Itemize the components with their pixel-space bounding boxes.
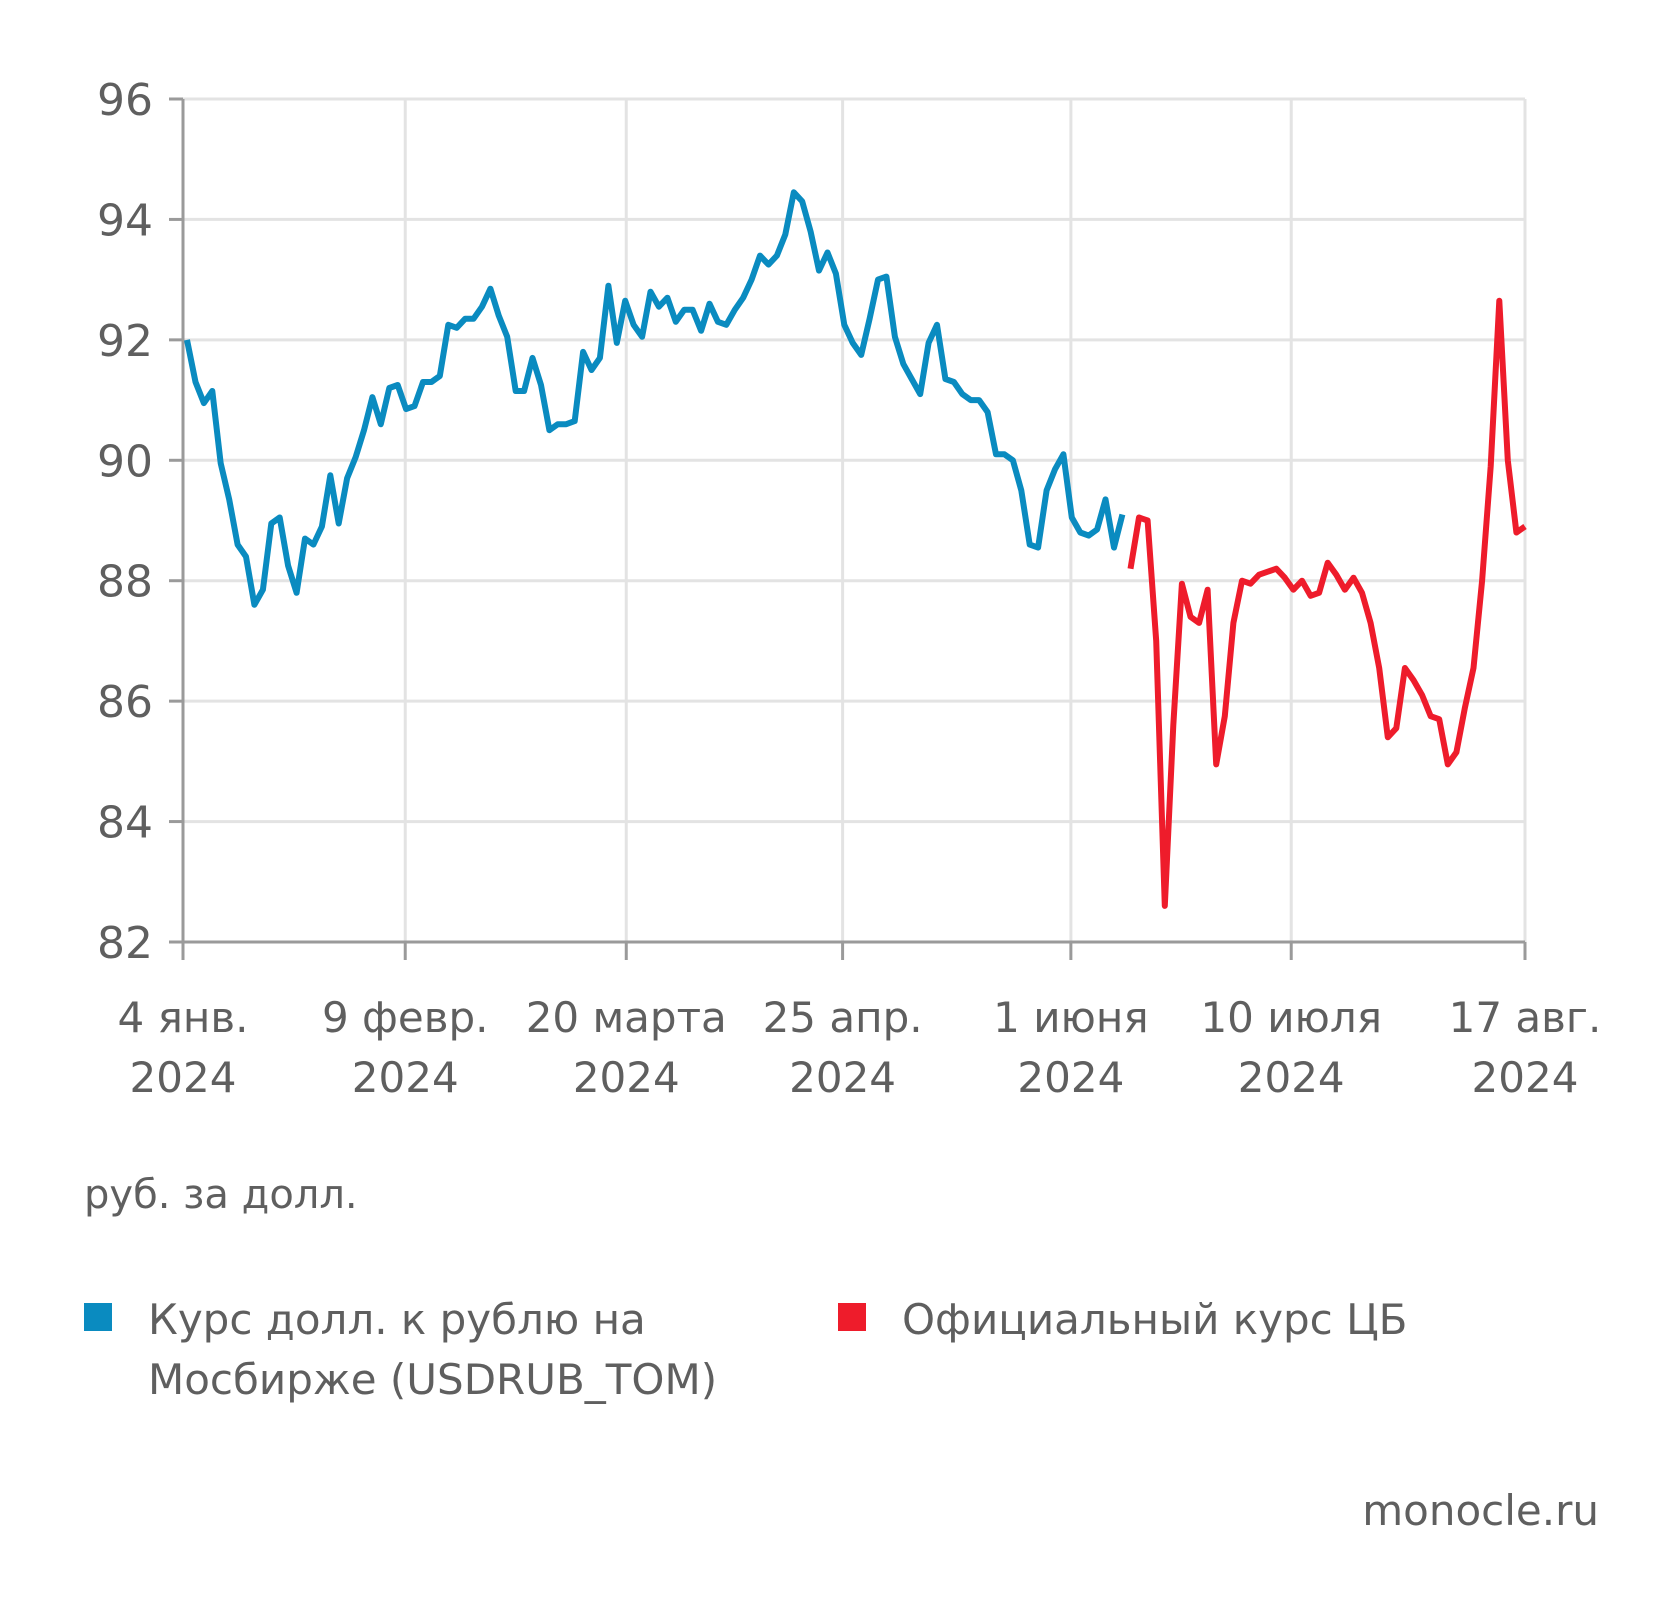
x-tick-year-label: 2024 — [352, 1053, 459, 1102]
legend-swatch-blue — [84, 1303, 112, 1331]
x-tick-label: 25 апр. — [763, 993, 923, 1042]
chart-series — [184, 189, 1527, 909]
x-tick-year-label: 2024 — [130, 1053, 237, 1102]
y-unit-label: руб. за долл. — [84, 1172, 358, 1218]
legend-label-moex: Курс долл. к рублю на Мосбирже (USDRUB_T… — [148, 1290, 717, 1410]
y-tick-label: 86 — [97, 677, 153, 728]
legend-item-moex: Курс долл. к рублю на Мосбирже (USDRUB_T… — [84, 1290, 717, 1410]
y-tick-label: 96 — [97, 75, 153, 126]
x-tick-label: 4 янв. — [118, 993, 249, 1042]
y-tick-label: 92 — [97, 316, 153, 367]
chart-grid — [183, 97, 1527, 942]
legend-label-moex-line1: Курс долл. к рублю на — [148, 1295, 646, 1344]
x-tick-label: 1 июня — [993, 993, 1148, 1042]
y-tick-label: 88 — [97, 557, 153, 608]
x-tick-label: 17 авг. — [1449, 993, 1602, 1042]
legend-label-cbr-line1: Официальный курс ЦБ — [902, 1295, 1408, 1344]
y-tick-label: 90 — [97, 436, 153, 487]
x-tick-year-label: 2024 — [789, 1053, 896, 1102]
legend-item-cbr: Официальный курс ЦБ — [838, 1290, 1408, 1350]
x-tick-year-label: 2024 — [1238, 1053, 1345, 1102]
source-credit: monocle.ru — [1362, 1486, 1599, 1535]
x-tick-label: 9 февр. — [322, 993, 489, 1042]
y-tick-label: 94 — [97, 195, 153, 246]
x-tick-year-label: 2024 — [1472, 1053, 1579, 1102]
legend-swatch-red — [838, 1303, 866, 1331]
x-tick-label: 10 июля — [1200, 993, 1382, 1042]
chart-axes — [169, 97, 1527, 960]
series-line-cbr — [1127, 297, 1527, 909]
chart-labels: 96 94 92 90 88 86 84 82 4 янв. 2024 9 февр. 2024 20 … — [97, 75, 1601, 1102]
y-tick-label: 84 — [97, 798, 153, 849]
legend-label-cbr: Официальный курс ЦБ — [902, 1290, 1408, 1350]
series-line-moex — [184, 189, 1126, 608]
x-tick-year-label: 2024 — [573, 1053, 680, 1102]
y-tick-label: 82 — [97, 918, 153, 969]
x-tick-label: 20 марта — [526, 993, 727, 1042]
x-tick-year-label: 2024 — [1017, 1053, 1124, 1102]
legend-label-moex-line2: Мосбирже (USDRUB_TOM) — [148, 1355, 718, 1404]
